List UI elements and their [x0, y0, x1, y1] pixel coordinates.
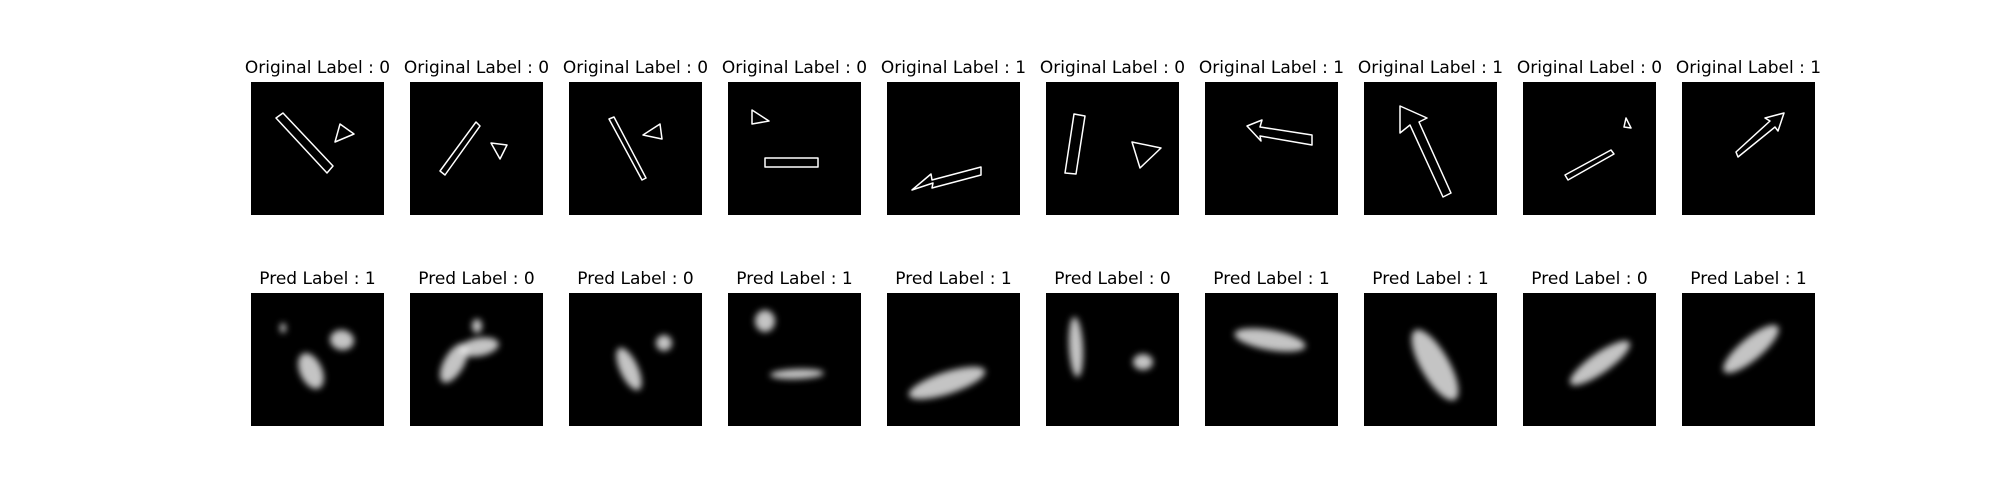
pred-label: Pred Label : 1 — [1690, 269, 1807, 289]
outline-shape — [1246, 119, 1313, 146]
reconstructed-image — [1205, 293, 1338, 426]
blob-shape — [472, 319, 482, 333]
pred-label: Pred Label : 0 — [1054, 269, 1171, 289]
outline-shape — [1735, 112, 1785, 158]
original-label: Original Label : 0 — [562, 58, 709, 78]
pred-label: Pred Label : 1 — [736, 269, 853, 289]
blob-shape — [280, 323, 286, 333]
original-label: Original Label : 1 — [1675, 58, 1822, 78]
reconstructed-image — [728, 293, 861, 426]
blob-shape — [459, 337, 499, 357]
blob-shape — [908, 366, 986, 400]
original-image — [728, 82, 861, 215]
outline-shape — [764, 157, 819, 168]
reconstructed-image — [410, 293, 543, 426]
original-image — [1046, 82, 1179, 215]
outline-shape — [751, 109, 770, 125]
outline-shape — [1399, 105, 1452, 198]
original-image — [1682, 82, 1815, 215]
original-image — [887, 82, 1020, 215]
pred-label: Pred Label : 1 — [259, 269, 376, 289]
original-label: Original Label : 0 — [1039, 58, 1186, 78]
reconstructed-image — [887, 293, 1020, 426]
outline-shape — [1064, 113, 1086, 175]
blob-shape — [770, 368, 824, 380]
reconstructed-image — [251, 293, 384, 426]
blob-shape — [1411, 329, 1459, 401]
original-image — [569, 82, 702, 215]
outline-shape — [642, 123, 663, 140]
original-label: Original Label : 0 — [1516, 58, 1663, 78]
outline-shape — [439, 121, 481, 176]
original-image — [1523, 82, 1656, 215]
original-label: Original Label : 1 — [880, 58, 1027, 78]
outline-shape — [1564, 149, 1615, 181]
original-label: Original Label : 0 — [244, 58, 391, 78]
pred-label: Pred Label : 1 — [1372, 269, 1489, 289]
reconstructed-image — [569, 293, 702, 426]
reconstructed-image — [1364, 293, 1497, 426]
outline-shape — [490, 142, 508, 160]
original-image — [1205, 82, 1338, 215]
original-label: Original Label : 0 — [721, 58, 868, 78]
original-image — [410, 82, 543, 215]
reconstructed-image — [1523, 293, 1656, 426]
original-label: Original Label : 0 — [403, 58, 550, 78]
blob-shape — [656, 335, 672, 351]
pred-label: Pred Label : 1 — [1213, 269, 1330, 289]
blob-shape — [616, 347, 642, 391]
blob-shape — [1723, 324, 1779, 374]
outline-shape — [1131, 141, 1162, 169]
pred-label: Pred Label : 0 — [577, 269, 694, 289]
reconstructed-image — [1682, 293, 1815, 426]
original-label: Original Label : 1 — [1357, 58, 1504, 78]
pred-label: Pred Label : 1 — [895, 269, 1012, 289]
reconstructed-image — [1046, 293, 1179, 426]
pred-label: Pred Label : 0 — [418, 269, 535, 289]
original-image — [1364, 82, 1497, 215]
outline-shape — [608, 116, 647, 181]
outline-shape — [1623, 117, 1632, 129]
blob-shape — [1234, 328, 1306, 352]
outline-shape — [911, 166, 982, 191]
pred-label: Pred Label : 0 — [1531, 269, 1648, 289]
blob-shape — [330, 329, 354, 351]
original-image — [251, 82, 384, 215]
blob-shape — [1068, 317, 1084, 377]
outline-shape — [275, 112, 334, 174]
blob-shape — [1133, 354, 1153, 370]
original-label: Original Label : 1 — [1198, 58, 1345, 78]
blob-shape — [1569, 340, 1631, 386]
blob-shape — [755, 310, 775, 332]
blob-shape — [298, 353, 324, 389]
outline-shape — [334, 123, 355, 143]
